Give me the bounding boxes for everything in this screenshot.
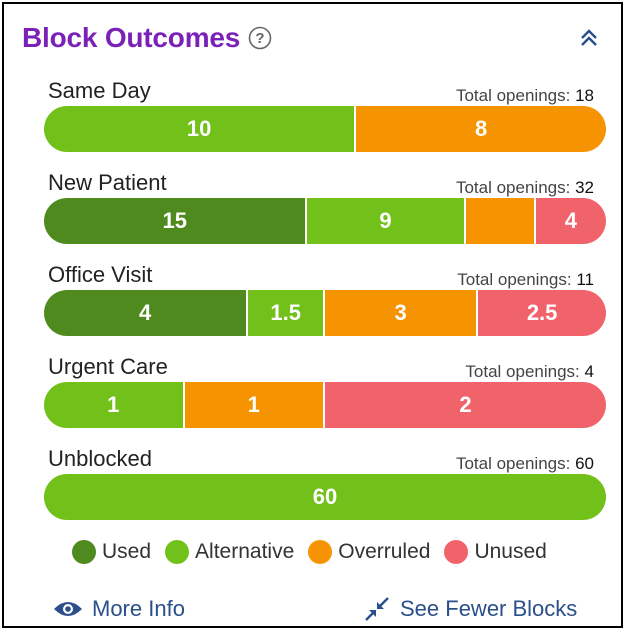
bar-segment-used[interactable]: 15 [44,198,308,244]
legend-dot-alternative [165,540,190,564]
bar-segment-value: 60 [312,484,338,509]
card-header: Block Outcomes ? [22,18,607,58]
total-openings: Total openings: 32 [456,178,594,198]
legend-item-unused: Unused [444,540,547,564]
bar-segment-unused[interactable]: 2.5 [478,290,606,336]
total-openings-value: 60 [575,454,594,473]
total-openings-label: Total openings: [455,454,571,473]
bar-segment-value: 1 [247,392,260,417]
total-openings: Total openings: 4 [465,362,594,382]
total-openings-label: Total openings: [457,270,572,289]
legend-dot-overruled [308,540,333,564]
bar-segment-value: 4 [564,208,577,233]
legend-item-alternative: Alternative [165,540,294,564]
collapse-arrows-icon [365,597,389,621]
total-openings: Total openings: 60 [456,454,594,474]
block-type-label: Same Day [48,78,151,103]
outcome-bar[interactable]: 4 1.5 3 2.5 [44,290,606,336]
bar-segment-alternative[interactable]: 1 [44,382,185,428]
block-row-header: New Patient Total openings: 32 [44,168,608,198]
outcome-bar[interactable]: 60 [44,474,606,520]
bar-segment-value: 9 [379,208,392,233]
bar-segment-value: 10 [186,116,212,141]
bar-segment-value: 3 [394,300,407,325]
block-row: Office Visit Total openings: 11 4 1.5 3 2.5 [44,260,608,336]
bar-segment-value: 8 [474,116,488,141]
help-icon[interactable]: ? [248,26,272,50]
bar-segment-unused[interactable]: 2 [325,382,606,428]
collapse-chevron-icon[interactable] [579,28,599,48]
legend-item-overruled: Overruled [308,540,430,564]
total-openings: Total openings: 18 [456,86,594,106]
block-type-label: Unblocked [48,446,152,471]
block-row-header: Unblocked Total openings: 60 [44,444,608,474]
legend-dot-unused [444,540,469,564]
outcome-bar[interactable]: 15 9 4 [44,198,606,244]
bar-segment-alternative[interactable]: 9 [307,198,466,244]
eye-icon [54,602,82,616]
block-row: Same Day Total openings: 18 10 8 [44,76,608,152]
more-info-link[interactable]: More Info [52,596,185,622]
bar-segment-unused[interactable]: 4 [535,198,606,244]
block-outcomes-card: Block Outcomes ? Same Day Total openings:… [2,2,623,628]
block-row-header: Office Visit Total openings: 11 [44,260,608,290]
block-row: New Patient Total openings: 32 15 9 4 [44,168,608,244]
bar-segment-overruled[interactable]: 8 [356,106,606,152]
bar-segment-value: 2.5 [526,300,558,325]
see-fewer-blocks-label: See Fewer Blocks [400,596,578,621]
bar-segment-overruled[interactable] [465,198,536,244]
legend-label: Used [102,540,152,563]
card-title: Block Outcomes [22,22,241,53]
total-openings-value: 18 [575,86,594,105]
total-openings: Total openings: 11 [457,270,594,290]
chart-legend: Used Alternative Overruled Unused [72,540,561,564]
bar-segment-used[interactable]: 4 [44,290,249,336]
bar-segment-alternative[interactable]: 1.5 [248,290,325,336]
block-type-label: New Patient [48,170,167,195]
total-openings-value: 11 [576,270,594,289]
legend-label: Overruled [338,540,431,563]
bar-segment-value: 4 [139,300,152,325]
svg-text:?: ? [256,30,265,47]
total-openings-label: Total openings: [455,178,571,197]
block-row: Urgent Care Total openings: 4 1 1 2 [44,352,608,428]
more-info-label: More Info [92,596,185,621]
outcome-bar[interactable]: 10 8 [44,106,606,152]
outcome-bar[interactable]: 1 1 2 [44,382,606,428]
block-type-label: Office Visit [48,262,153,287]
block-row: Unblocked Total openings: 60 60 [44,444,608,520]
total-openings-value: 32 [575,178,594,197]
total-openings-label: Total openings: [455,86,571,105]
block-row-header: Urgent Care Total openings: 4 [44,352,608,382]
legend-label: Unused [474,540,547,563]
see-fewer-blocks-link[interactable]: See Fewer Blocks [362,596,577,622]
legend-dot-used [72,540,96,564]
bar-segment-value: 2 [459,392,472,417]
total-openings-value: 4 [584,362,594,381]
bar-segment-alternative[interactable]: 60 [44,474,606,520]
bar-segment-value: 15 [162,208,187,233]
block-row-header: Same Day Total openings: 18 [44,76,608,106]
block-type-label: Urgent Care [48,354,168,379]
bar-segment-value: 1 [107,392,120,417]
bar-segment-alternative[interactable]: 10 [44,106,357,152]
legend-label: Alternative [195,540,295,563]
total-openings-label: Total openings: [465,362,580,381]
bar-segment-value: 1.5 [270,300,301,325]
legend-item-used: Used [72,540,151,564]
bar-segment-overruled[interactable]: 3 [324,290,479,336]
bar-segment-overruled[interactable]: 1 [184,382,325,428]
